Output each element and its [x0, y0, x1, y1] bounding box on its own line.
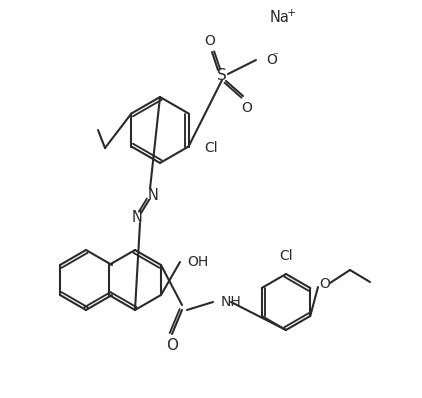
Text: O: O [166, 339, 178, 353]
Text: N: N [132, 211, 143, 226]
Text: +: + [287, 8, 296, 18]
Text: Na: Na [270, 10, 290, 25]
Text: NH: NH [221, 295, 242, 309]
Text: N: N [148, 187, 158, 203]
Text: O: O [319, 277, 330, 291]
Text: OH: OH [187, 255, 208, 269]
Text: O: O [241, 101, 252, 115]
Text: S: S [217, 68, 227, 82]
Text: Cl: Cl [204, 141, 218, 155]
Text: O: O [205, 34, 216, 48]
Text: ⁻: ⁻ [272, 51, 278, 61]
Text: Cl: Cl [279, 249, 293, 263]
Text: O: O [266, 53, 277, 67]
